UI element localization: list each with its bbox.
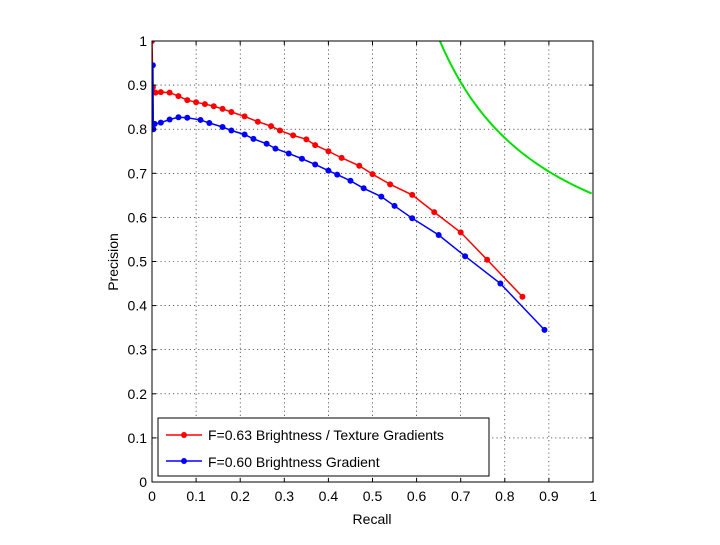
x-tick-label: 0.4 <box>319 488 339 504</box>
y-tick-label: 1 <box>139 33 147 49</box>
x-tick-label: 0.5 <box>363 488 383 504</box>
x-tick-label: 0.3 <box>275 488 295 504</box>
x-tick-label: 0.6 <box>407 488 427 504</box>
series-1-point <box>378 193 385 200</box>
x-tick-label: 0.2 <box>230 488 250 504</box>
y-tick-label: 0.2 <box>128 386 148 402</box>
x-tick-labels: 0 0.1 0.2 0.3 0.4 0.5 0.6 0.7 0.8 0.9 1 <box>148 488 597 504</box>
series-0-point <box>457 229 464 236</box>
series-1-point <box>312 161 319 168</box>
series-0-point <box>431 209 438 216</box>
legend-swatch-red-marker <box>181 432 187 438</box>
series-1-point <box>334 171 341 178</box>
series-1-point <box>228 127 235 134</box>
x-tick-label: 1 <box>589 488 597 504</box>
iso-f-curve <box>438 41 593 195</box>
series-1-point <box>166 116 173 123</box>
y-tick-label: 0.5 <box>128 254 148 270</box>
series-0-point <box>219 105 226 112</box>
series-1-point <box>435 232 442 239</box>
series-0-point <box>290 132 297 139</box>
series-1-point <box>462 253 469 260</box>
series-1-point <box>391 202 398 209</box>
series-1-point <box>325 167 332 174</box>
series-1-point <box>157 119 164 126</box>
series-1-point <box>175 114 182 121</box>
series-0-point <box>325 148 332 155</box>
series-0-point <box>519 293 526 300</box>
series-0-point <box>254 118 261 125</box>
series-1-point <box>409 215 416 222</box>
y-tick-label: 0.7 <box>128 165 148 181</box>
series-0-point <box>228 109 235 116</box>
series-0-point <box>210 103 217 110</box>
x-tick-label: 0.1 <box>186 488 206 504</box>
x-tick-label: 0 <box>148 488 156 504</box>
series-0-point <box>152 89 159 96</box>
y-tick-label: 0.9 <box>128 77 148 93</box>
series-0-point <box>157 89 164 96</box>
series-0-point <box>356 162 363 169</box>
x-tick-label: 0.8 <box>495 488 515 504</box>
series-0-point <box>276 127 283 134</box>
legend-label-brightness: F=0.60 Brightness Gradient <box>208 454 380 470</box>
y-tick-label: 0.4 <box>128 298 148 314</box>
series-0-point <box>184 97 191 104</box>
series-1-point <box>541 326 548 333</box>
series-1-point <box>272 145 279 152</box>
series-0-point <box>152 41 155 44</box>
y-axis-label: Precision <box>105 233 121 291</box>
y-tick-labels: 0 0.1 0.2 0.3 0.4 0.5 0.6 0.7 0.8 0.9 1 <box>128 33 148 490</box>
legend-label-brightness-texture: F=0.63 Brightness / Texture Gradients <box>208 427 444 443</box>
series-0-point <box>241 113 248 120</box>
y-tick-label: 0.6 <box>128 209 148 225</box>
y-tick-label: 0.1 <box>128 430 148 446</box>
series-1-point <box>347 177 354 184</box>
x-axis-label: Recall <box>353 511 392 527</box>
series-0-point <box>175 93 182 100</box>
series-1-point <box>219 123 226 130</box>
series-0-point <box>193 99 200 106</box>
series-0-point <box>338 154 345 161</box>
series-1-point <box>360 185 367 192</box>
series-1-point <box>152 120 158 127</box>
legend: F=0.63 Brightness / Texture Gradients F=… <box>157 417 490 477</box>
legend-swatch-blue-marker <box>181 458 187 464</box>
x-tick-label: 0.9 <box>539 488 559 504</box>
series-0-point <box>166 89 173 96</box>
x-tick-label: 0.7 <box>451 488 471 504</box>
series-1-point <box>206 120 213 127</box>
series-1-point <box>197 116 204 123</box>
series-1-point <box>152 62 156 69</box>
series-1-point <box>298 155 305 162</box>
series-0-point <box>387 181 394 188</box>
series-0-point <box>303 136 310 143</box>
legend-box <box>157 417 490 477</box>
series-0-point <box>312 142 319 149</box>
series-layer <box>152 41 593 333</box>
series-1-point <box>263 140 270 147</box>
tick-marks <box>151 40 594 483</box>
series-1-point <box>497 280 504 287</box>
series-0-point <box>409 191 416 198</box>
y-tick-label: 0 <box>139 474 147 490</box>
series-1-point <box>285 150 292 157</box>
y-tick-label: 0.8 <box>128 121 148 137</box>
series-0-point <box>484 256 491 263</box>
series-1-point <box>184 114 191 121</box>
y-tick-label: 0.3 <box>128 342 148 358</box>
series-0-point <box>369 171 376 178</box>
series-0-point <box>201 101 208 108</box>
series-1-point <box>250 135 257 142</box>
series-1-point <box>241 131 248 138</box>
series-0-point <box>268 123 275 130</box>
